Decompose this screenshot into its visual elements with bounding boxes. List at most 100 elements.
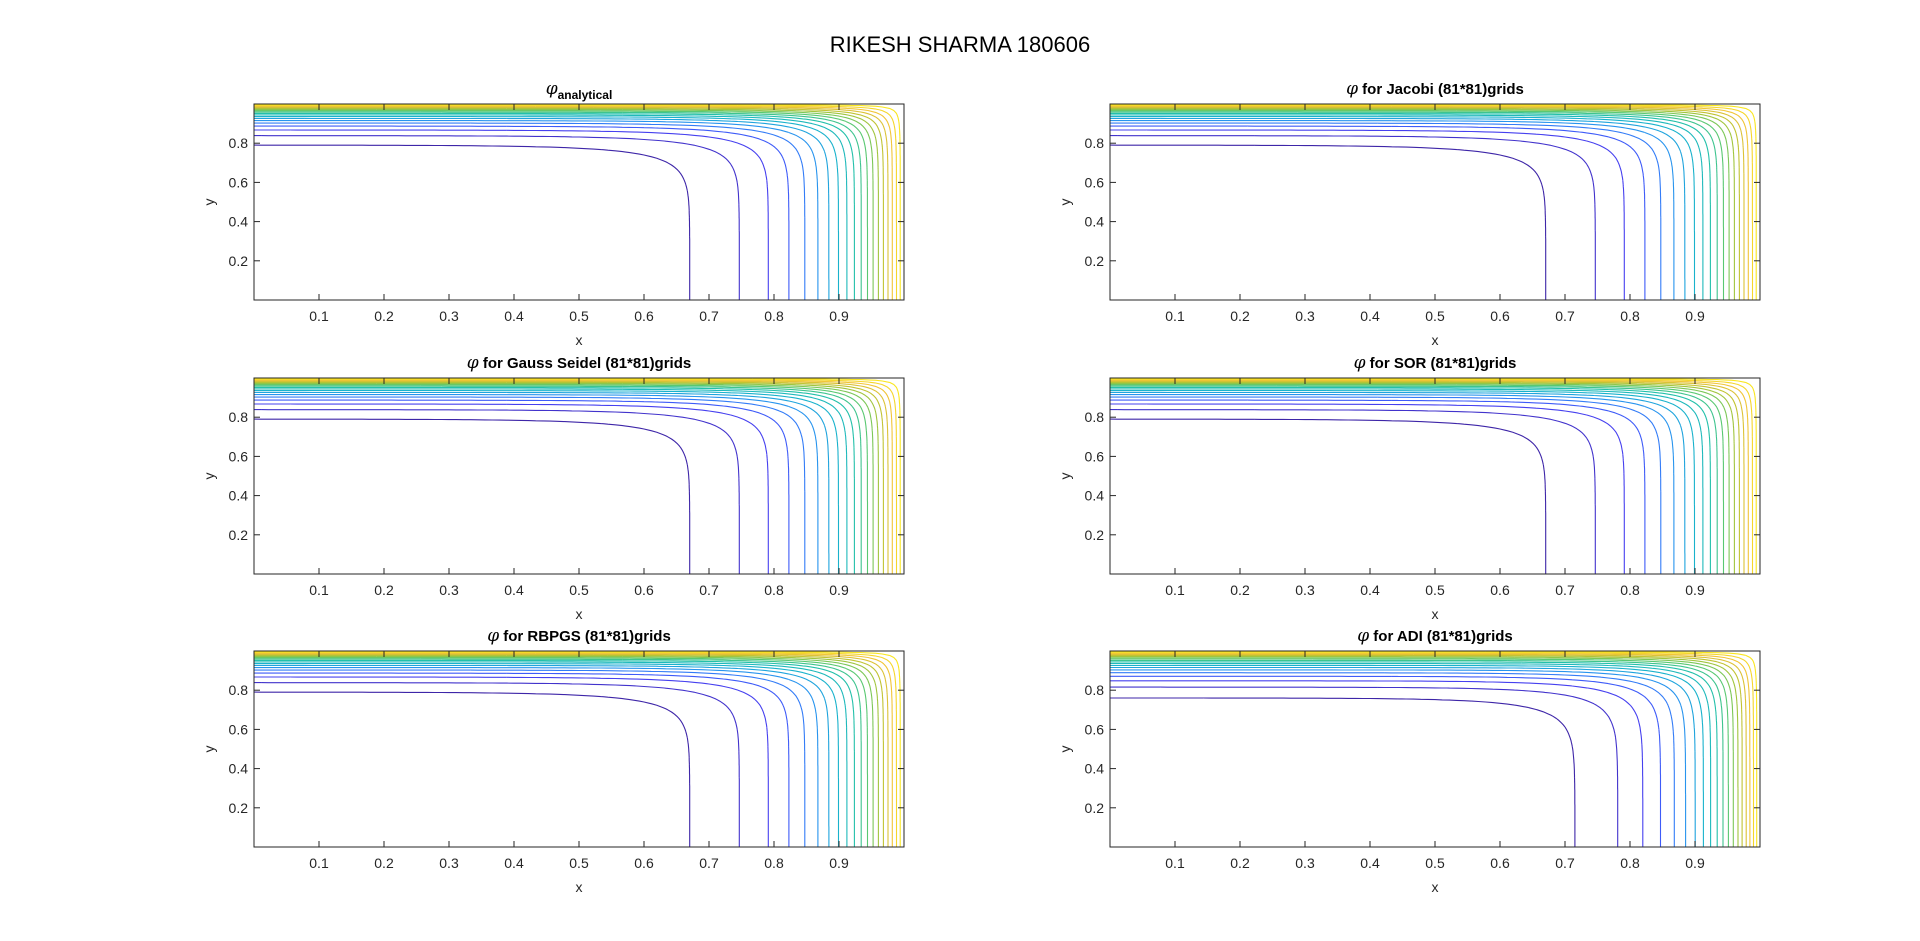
contour-level-14 [1110,382,1735,574]
contour-level-14 [254,108,879,300]
subplot-4: 0.1 0.2 0.3 0.4 0.5 0.6 0.7 0.8 0.9 0.2 0.4 0.6 0.8 x… [1057,353,1761,622]
contour-level-9 [254,388,848,574]
x-tick-label: 0.3 [1295,582,1315,598]
contour-level-11 [1110,659,1724,847]
x-tick-label: 0.4 [504,308,524,324]
y-tick-label: 0.6 [229,721,249,737]
subplot-title: φ for Jacobi (81*81)grids [1346,79,1524,99]
contour-level-16 [1110,106,1745,300]
x-tick-label: 0.5 [1425,582,1445,598]
x-tick-label: 0.2 [374,582,394,598]
contour-level-1 [254,144,691,300]
contour-level-4 [1110,125,1646,300]
contour-level-13 [1110,383,1730,574]
contour-level-11 [254,658,862,847]
contour-level-18 [254,651,898,847]
x-tick-label: 0.5 [1425,308,1445,324]
contour-level-17 [1110,653,1751,847]
y-tick-label: 0.8 [1085,409,1105,425]
contour-level-1 [254,418,691,574]
x-tick-label: 0.6 [1490,582,1510,598]
contour-level-5 [1110,122,1662,300]
subplot-title: φ for Gauss Seidel (81*81)grids [467,353,691,373]
x-tick-label: 0.1 [1165,582,1185,598]
contour-lines [1110,104,1757,300]
x-tick-label: 0.4 [504,582,524,598]
contour-level-18 [254,378,898,574]
contour-level-9 [254,114,848,300]
x-tick-label: 0.2 [1230,308,1250,324]
contour-level-4 [254,672,790,847]
x-tick-label: 0.3 [439,582,459,598]
contour-level-8 [1110,116,1696,300]
x-tick-label: 0.6 [634,855,654,871]
y-axis-label: y [201,473,217,480]
x-tick-label: 0.6 [1490,855,1510,871]
subplot-title: φanalytical [546,79,613,102]
contour-level-11 [1110,385,1718,574]
contour-level-14 [254,382,879,574]
subplot-title: φ for ADI (81*81)grids [1357,626,1513,646]
contour-level-17 [254,379,893,574]
y-tick-label: 0.4 [229,488,249,504]
contour-level-10 [1110,113,1711,300]
contour-level-7 [1110,117,1686,300]
axes-box [253,377,905,575]
y-axis-label: y [1057,199,1073,206]
contour-level-2 [254,409,740,574]
contour-level-13 [1110,657,1734,847]
contour-level-4 [1110,675,1662,847]
x-tick-label: 0.8 [1620,855,1640,871]
contour-level-9 [1110,662,1712,847]
x-tick-label: 0.4 [504,855,524,871]
x-tick-label: 0.8 [764,582,784,598]
axes-box [1109,377,1761,575]
contour-level-16 [254,653,889,847]
x-tick-label: 0.7 [1555,855,1575,871]
x-tick-label: 0.8 [764,308,784,324]
contour-level-15 [1110,654,1743,847]
contour-level-5 [254,669,806,847]
contour-level-7 [254,664,830,847]
x-tick-label: 0.2 [374,855,394,871]
contour-level-1 [1110,144,1547,300]
y-axis-label: y [1057,746,1073,753]
contour-level-12 [254,110,869,300]
contour-level-3 [1110,403,1625,574]
contour-level-8 [254,663,840,847]
contour-level-2 [1110,686,1619,847]
y-tick-label: 0.6 [229,448,249,464]
contour-level-14 [1110,108,1735,300]
x-tick-label: 0.3 [439,855,459,871]
contour-level-8 [254,116,840,300]
subplot-2: 0.1 0.2 0.3 0.4 0.5 0.6 0.7 0.8 0.9 0.2 0.4 0.6 0.8 x… [1057,79,1761,348]
contour-level-9 [1110,388,1704,574]
x-tick-label: 0.1 [309,308,329,324]
axes-box [1109,103,1761,301]
contour-level-5 [1110,396,1662,574]
contour-lines [254,651,901,847]
contour-level-8 [1110,664,1704,847]
y-tick-label: 0.6 [1085,448,1105,464]
y-tick-label: 0.8 [229,409,249,425]
x-tick-label: 0.1 [309,855,329,871]
contour-level-12 [254,384,869,574]
contour-level-14 [1110,656,1739,847]
x-tick-label: 0.2 [1230,582,1250,598]
contour-level-19 [1110,104,1757,300]
contour-level-4 [254,399,790,574]
y-tick-label: 0.4 [1085,214,1105,230]
y-tick-label: 0.2 [229,527,249,543]
y-axis-label: y [1057,473,1073,480]
contour-level-7 [254,391,830,574]
x-axis-label: x [1432,879,1439,895]
x-tick-label: 0.7 [699,308,719,324]
subplot-5: 0.1 0.2 0.3 0.4 0.5 0.6 0.7 0.8 0.9 0.2 0.4 0.6 0.8 x… [201,626,905,895]
contour-level-15 [254,381,884,574]
y-tick-label: 0.2 [1085,527,1105,543]
contour-level-6 [1110,394,1675,574]
x-tick-label: 0.5 [569,308,589,324]
contour-level-13 [254,109,874,300]
x-tick-label: 0.8 [1620,582,1640,598]
contour-level-16 [1110,653,1747,847]
